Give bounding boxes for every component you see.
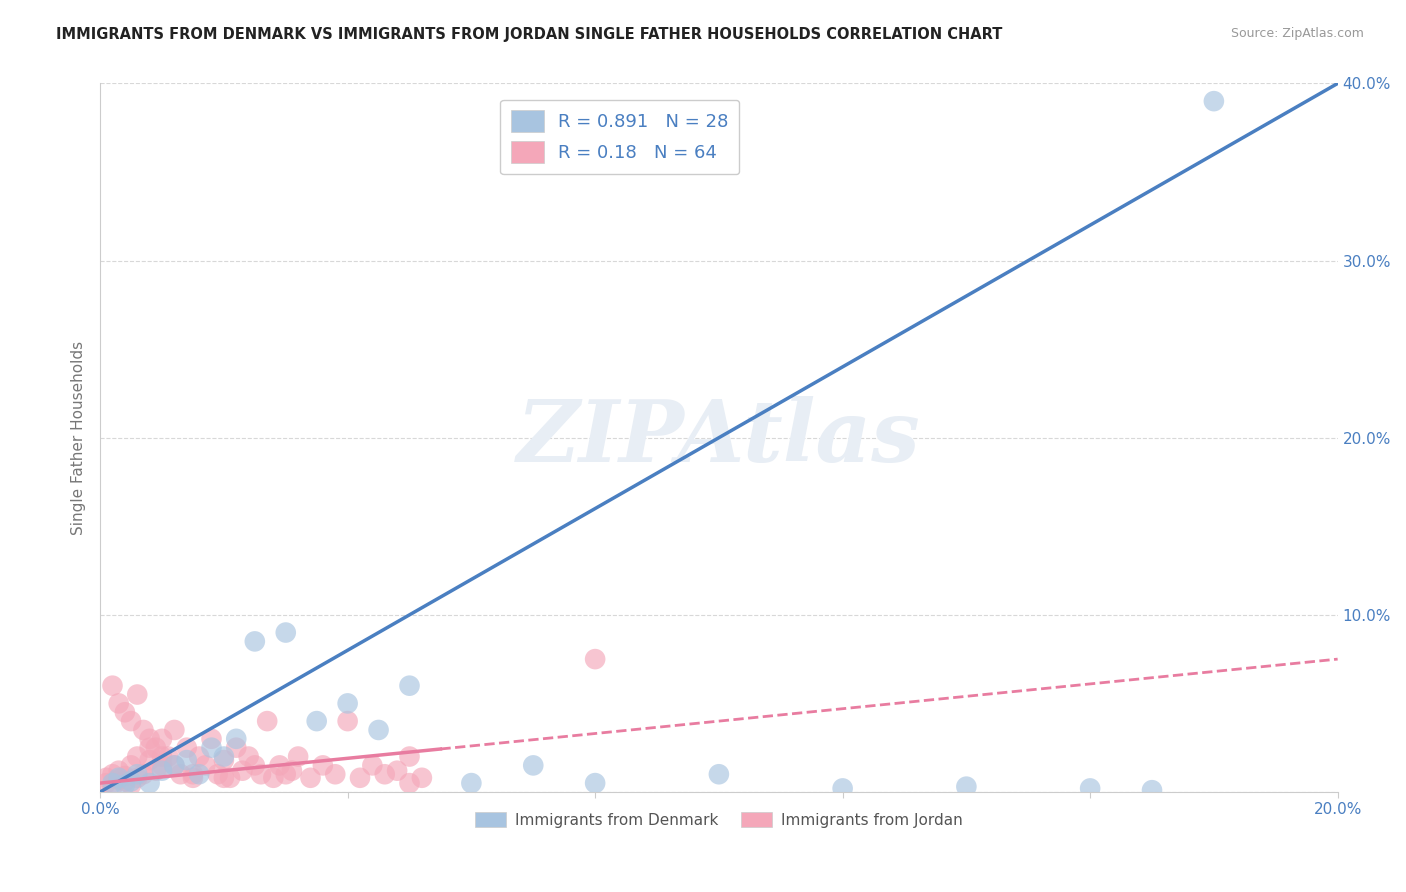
Point bbox=[188, 767, 211, 781]
Point bbox=[176, 740, 198, 755]
Point bbox=[163, 758, 186, 772]
Point bbox=[157, 749, 180, 764]
Point bbox=[107, 764, 129, 778]
Point bbox=[323, 767, 346, 781]
Point bbox=[243, 634, 266, 648]
Point bbox=[274, 767, 297, 781]
Point bbox=[114, 705, 136, 719]
Point bbox=[287, 749, 309, 764]
Point bbox=[101, 776, 124, 790]
Point bbox=[1140, 783, 1163, 797]
Point bbox=[138, 731, 160, 746]
Point bbox=[114, 778, 136, 792]
Point bbox=[212, 749, 235, 764]
Point bbox=[194, 758, 217, 772]
Point bbox=[138, 753, 160, 767]
Point bbox=[163, 758, 186, 772]
Point bbox=[225, 731, 247, 746]
Point bbox=[181, 771, 204, 785]
Y-axis label: Single Father Households: Single Father Households bbox=[72, 341, 86, 535]
Point bbox=[256, 714, 278, 728]
Point bbox=[132, 723, 155, 737]
Point bbox=[169, 767, 191, 781]
Point bbox=[150, 764, 173, 778]
Point bbox=[281, 764, 304, 778]
Point bbox=[1078, 781, 1101, 796]
Point bbox=[385, 764, 408, 778]
Point bbox=[120, 778, 142, 792]
Point bbox=[219, 771, 242, 785]
Point bbox=[398, 776, 420, 790]
Point bbox=[207, 767, 229, 781]
Point bbox=[200, 740, 222, 755]
Point bbox=[349, 771, 371, 785]
Point bbox=[460, 776, 482, 790]
Point bbox=[262, 771, 284, 785]
Point bbox=[367, 723, 389, 737]
Point bbox=[107, 771, 129, 785]
Point bbox=[305, 714, 328, 728]
Legend: Immigrants from Denmark, Immigrants from Jordan: Immigrants from Denmark, Immigrants from… bbox=[470, 805, 969, 834]
Point bbox=[212, 771, 235, 785]
Point bbox=[398, 679, 420, 693]
Point bbox=[138, 776, 160, 790]
Point bbox=[150, 749, 173, 764]
Point bbox=[138, 740, 160, 755]
Point bbox=[150, 731, 173, 746]
Point bbox=[176, 753, 198, 767]
Point bbox=[269, 758, 291, 772]
Point bbox=[522, 758, 544, 772]
Point bbox=[1202, 94, 1225, 108]
Point bbox=[707, 767, 730, 781]
Point bbox=[212, 753, 235, 767]
Point bbox=[96, 776, 118, 790]
Point bbox=[150, 758, 173, 772]
Text: Source: ZipAtlas.com: Source: ZipAtlas.com bbox=[1230, 27, 1364, 40]
Point bbox=[101, 679, 124, 693]
Point bbox=[101, 767, 124, 781]
Point bbox=[200, 731, 222, 746]
Text: IMMIGRANTS FROM DENMARK VS IMMIGRANTS FROM JORDAN SINGLE FATHER HOUSEHOLDS CORRE: IMMIGRANTS FROM DENMARK VS IMMIGRANTS FR… bbox=[56, 27, 1002, 42]
Point bbox=[120, 714, 142, 728]
Point bbox=[299, 771, 322, 785]
Point bbox=[250, 767, 273, 781]
Point bbox=[127, 767, 149, 781]
Point bbox=[398, 749, 420, 764]
Point bbox=[120, 758, 142, 772]
Point bbox=[374, 767, 396, 781]
Point bbox=[583, 776, 606, 790]
Point bbox=[243, 758, 266, 772]
Point bbox=[831, 781, 853, 796]
Point bbox=[225, 740, 247, 755]
Point bbox=[274, 625, 297, 640]
Point bbox=[336, 714, 359, 728]
Point bbox=[361, 758, 384, 772]
Point bbox=[107, 697, 129, 711]
Point bbox=[127, 749, 149, 764]
Point bbox=[955, 780, 977, 794]
Point bbox=[163, 723, 186, 737]
Point bbox=[127, 688, 149, 702]
Point bbox=[188, 749, 211, 764]
Point bbox=[96, 771, 118, 785]
Point bbox=[107, 772, 129, 787]
Point bbox=[231, 764, 253, 778]
Point bbox=[114, 769, 136, 783]
Point bbox=[145, 740, 167, 755]
Point bbox=[132, 767, 155, 781]
Point bbox=[101, 780, 124, 794]
Point bbox=[114, 774, 136, 789]
Point bbox=[312, 758, 335, 772]
Point bbox=[127, 771, 149, 785]
Point bbox=[145, 764, 167, 778]
Point bbox=[583, 652, 606, 666]
Text: ZIPAtlas: ZIPAtlas bbox=[517, 396, 921, 480]
Point bbox=[120, 774, 142, 789]
Point bbox=[336, 697, 359, 711]
Point bbox=[411, 771, 433, 785]
Point bbox=[181, 767, 204, 781]
Point bbox=[238, 749, 260, 764]
